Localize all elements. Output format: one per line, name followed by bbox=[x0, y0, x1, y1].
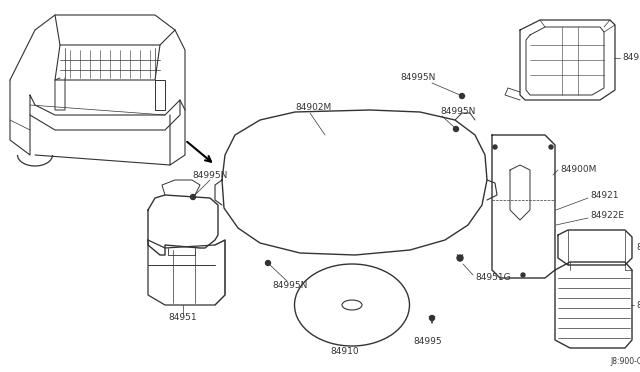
Text: 84995N: 84995N bbox=[272, 280, 308, 289]
Text: 84995: 84995 bbox=[413, 337, 442, 346]
Text: 84950: 84950 bbox=[622, 54, 640, 62]
Text: 84922E: 84922E bbox=[590, 211, 624, 219]
Circle shape bbox=[266, 260, 271, 266]
Circle shape bbox=[493, 145, 497, 149]
Circle shape bbox=[454, 126, 458, 131]
Text: 84995N: 84995N bbox=[400, 74, 435, 83]
Text: 84900M: 84900M bbox=[560, 166, 596, 174]
Text: 84951G: 84951G bbox=[475, 273, 511, 282]
Text: 84921: 84921 bbox=[590, 190, 618, 199]
Circle shape bbox=[549, 145, 553, 149]
Text: 84995N: 84995N bbox=[192, 170, 228, 180]
Text: 84920: 84920 bbox=[636, 301, 640, 310]
Text: 84921: 84921 bbox=[636, 244, 640, 253]
Circle shape bbox=[460, 93, 465, 99]
Circle shape bbox=[429, 315, 435, 321]
Circle shape bbox=[191, 195, 195, 199]
Text: 84910: 84910 bbox=[331, 347, 359, 356]
Circle shape bbox=[521, 273, 525, 277]
Text: 84902M: 84902M bbox=[295, 103, 332, 112]
Circle shape bbox=[457, 255, 463, 261]
Text: J8:900-C: J8:900-C bbox=[610, 357, 640, 366]
Text: 84951: 84951 bbox=[169, 314, 197, 323]
Text: 84995N: 84995N bbox=[440, 108, 476, 116]
